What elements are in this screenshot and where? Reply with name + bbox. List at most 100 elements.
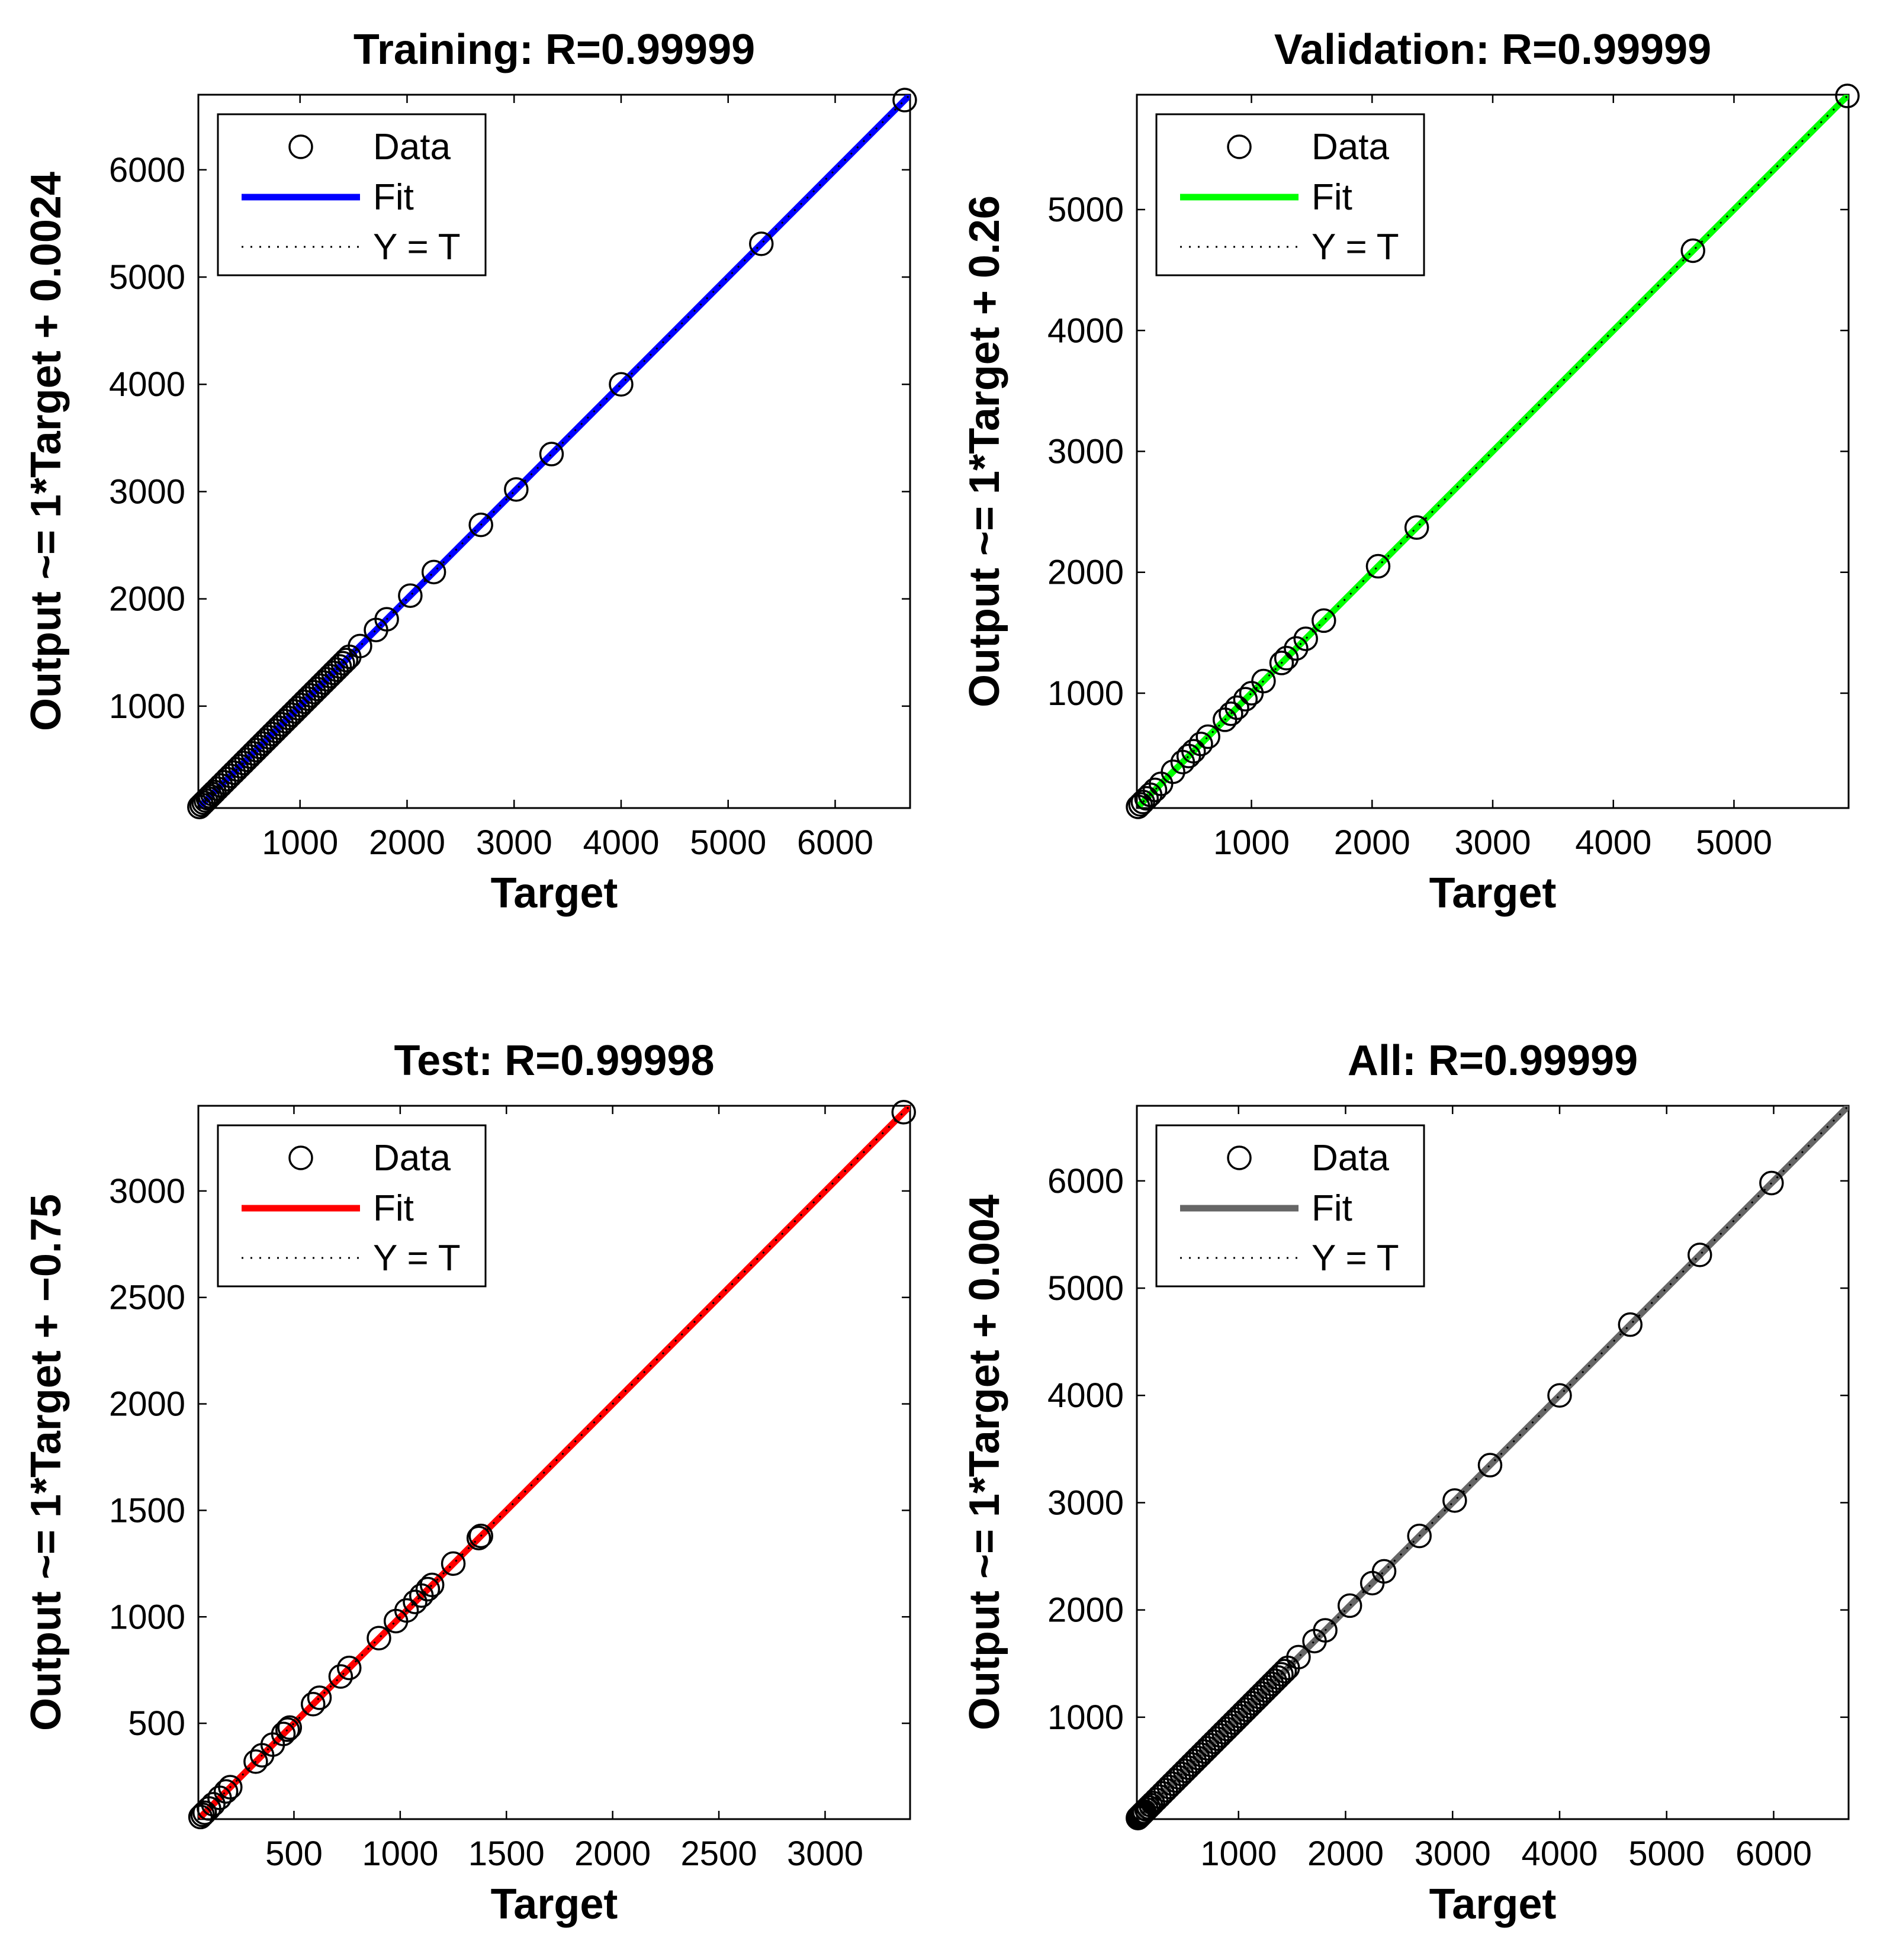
data-point (285, 696, 310, 721)
data-point (304, 677, 330, 701)
data-point (301, 680, 326, 705)
data-point (1272, 1659, 1297, 1684)
y-tick-label: 4000 (1047, 311, 1124, 350)
data-point (202, 780, 227, 804)
x-tick-label: 1000 (262, 823, 338, 862)
data-point (218, 1775, 243, 1800)
x-tick-label: 3000 (1415, 1835, 1491, 1873)
chart-title: Training: R=0.99999 (353, 26, 755, 73)
x-tick-label: 500 (265, 1835, 323, 1873)
x-tick-label: 2000 (369, 823, 445, 862)
data-point (240, 741, 265, 766)
y-tick-label: 3000 (1047, 433, 1124, 471)
data-point (394, 1598, 419, 1623)
y-tick-label: 3000 (109, 472, 185, 511)
x-axis-label: Target (491, 870, 618, 917)
data-point (1407, 1523, 1432, 1549)
data-point (330, 651, 355, 676)
data-point (1680, 238, 1705, 263)
data-point (314, 667, 339, 692)
data-point (337, 1655, 362, 1681)
data-point (253, 728, 278, 753)
data-point (276, 706, 301, 730)
data-point (205, 776, 230, 802)
data-point (1143, 1787, 1169, 1813)
legend-entry-2: Fit (373, 1188, 414, 1229)
y-tick-label: 2000 (109, 1385, 185, 1424)
data-point (1265, 1665, 1291, 1690)
data-point (237, 744, 262, 769)
data-point (259, 722, 285, 746)
y-axis-label: Output ~= 1*Target + −0.75 (23, 1194, 70, 1731)
data-point (403, 1589, 428, 1614)
data-point (1147, 1784, 1172, 1809)
data-point (272, 709, 298, 733)
data-point (295, 686, 320, 711)
y-axis-label: Output ~= 1*Target + 0.004 (961, 1195, 1008, 1730)
data-point (298, 683, 323, 708)
chart-title: Test: R=0.99998 (394, 1037, 715, 1084)
data-point (1159, 1771, 1185, 1796)
x-tick-label: 1500 (468, 1835, 545, 1873)
data-point (307, 1685, 332, 1710)
data-point (468, 1523, 493, 1549)
y-axis-label: Output ~= 1*Target + 0.26 (961, 195, 1008, 707)
x-tick-label: 2000 (1334, 823, 1410, 862)
data-point (892, 88, 917, 112)
y-tick-label: 5000 (1047, 1269, 1124, 1308)
legend-entry-1: Data (1312, 1138, 1389, 1179)
y-tick-label: 2500 (109, 1279, 185, 1317)
data-point (224, 757, 249, 782)
data-point (1179, 1752, 1204, 1777)
data-point (215, 767, 240, 791)
data-point (539, 442, 564, 466)
data-point (1166, 1765, 1191, 1790)
data-point (1185, 1745, 1210, 1771)
y-tick-label: 4000 (1047, 1376, 1124, 1415)
data-point (1188, 1742, 1214, 1768)
data-point (1243, 1688, 1268, 1713)
x-tick-label: 6000 (797, 823, 873, 862)
data-point (1198, 1733, 1223, 1758)
y-axis-label: Output ~= 1*Target + 0.0024 (23, 172, 70, 731)
fit-line (198, 1106, 910, 1819)
data-point (1181, 739, 1206, 764)
legend-entry-3: Y = T (373, 1238, 461, 1279)
data-point (311, 670, 336, 695)
data-point (1211, 1720, 1236, 1745)
data-point (1204, 1726, 1230, 1751)
y-tick-label: 6000 (109, 151, 185, 189)
data-point (1208, 1723, 1233, 1748)
data-point (320, 660, 346, 685)
data-point (271, 1721, 296, 1746)
legend: Data Fit Y = T (217, 113, 487, 276)
data-point (256, 725, 282, 750)
data-point (1259, 1671, 1284, 1697)
x-tick-label: 6000 (1735, 1835, 1812, 1873)
x-tick-label: 1000 (1200, 1835, 1277, 1873)
data-point (1142, 777, 1168, 803)
data-point (1442, 1488, 1467, 1513)
chart-panel-4: All: R=0.99999 1000 2000 3000 4000 5000 6000 10… (961, 1037, 1850, 1928)
data-point (292, 689, 317, 715)
x-tick-label: 4000 (1575, 823, 1651, 862)
legend-entry-3: Y = T (373, 227, 461, 268)
data-point (328, 1664, 353, 1689)
data-point (1172, 1758, 1198, 1784)
legend: Data Fit Y = T (1155, 1124, 1425, 1288)
x-tick-label: 5000 (1696, 823, 1772, 862)
data-point (1195, 1736, 1220, 1761)
data-point (1201, 1729, 1226, 1755)
data-point (243, 738, 269, 762)
data-point (266, 715, 291, 740)
x-tick-label: 2000 (1307, 1835, 1384, 1873)
y-tick-label: 3000 (109, 1172, 185, 1211)
legend-data-marker (1227, 1145, 1252, 1170)
data-point (1156, 1774, 1181, 1800)
data-point (1224, 695, 1249, 720)
data-point (421, 559, 446, 585)
data-point (288, 693, 314, 717)
data-point (269, 712, 294, 737)
data-point (1169, 1762, 1194, 1787)
data-point (275, 1717, 300, 1742)
